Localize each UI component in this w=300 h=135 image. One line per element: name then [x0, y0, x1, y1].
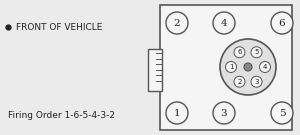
Bar: [160, 5, 292, 130]
Circle shape: [166, 12, 188, 34]
Text: 1: 1: [174, 109, 180, 117]
Text: 3: 3: [254, 79, 259, 85]
Text: 4: 4: [263, 64, 267, 70]
Circle shape: [271, 102, 293, 124]
Text: Firing Order 1-6-5-4-3-2: Firing Order 1-6-5-4-3-2: [8, 111, 115, 119]
Circle shape: [234, 47, 245, 58]
Circle shape: [226, 62, 236, 72]
Text: 5: 5: [254, 49, 259, 55]
Text: 6: 6: [279, 18, 285, 28]
Circle shape: [260, 62, 271, 72]
Text: 6: 6: [237, 49, 242, 55]
Text: 5: 5: [279, 109, 285, 117]
Circle shape: [213, 12, 235, 34]
Circle shape: [220, 39, 276, 95]
Circle shape: [271, 12, 293, 34]
Circle shape: [166, 102, 188, 124]
Circle shape: [234, 76, 245, 87]
Text: 2: 2: [174, 18, 180, 28]
Bar: [148, 49, 162, 91]
Text: 3: 3: [221, 109, 227, 117]
Circle shape: [251, 47, 262, 58]
Circle shape: [244, 63, 252, 71]
Text: 2: 2: [237, 79, 242, 85]
Text: 4: 4: [221, 18, 227, 28]
Circle shape: [213, 102, 235, 124]
Text: FRONT OF VEHICLE: FRONT OF VEHICLE: [16, 23, 102, 31]
Text: 1: 1: [229, 64, 233, 70]
Circle shape: [251, 76, 262, 87]
